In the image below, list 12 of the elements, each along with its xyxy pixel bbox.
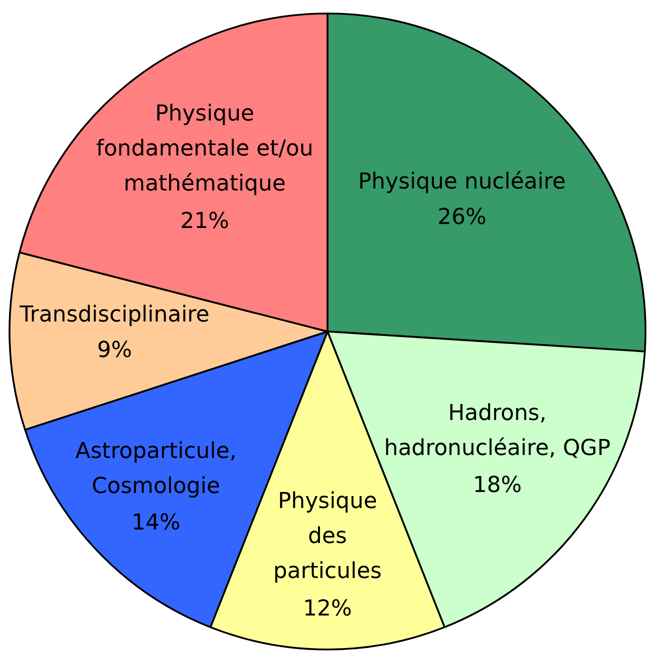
slice-label: Physique fondamentale et/ou mathématique [96, 102, 314, 196]
slice-label: Hadrons, hadronucléaire, QGP [384, 401, 610, 462]
data-label: 26% [438, 205, 486, 230]
data-label: 18% [472, 472, 522, 498]
slice-label: Astroparticule, Cosmologie [75, 438, 237, 499]
data-label: 9% [97, 338, 132, 364]
slice-label: Physique nucléaire [358, 169, 566, 194]
slice-label: Physique des particules [273, 488, 382, 584]
data-label: 14% [132, 510, 180, 536]
data-label: 21% [180, 209, 230, 234]
slice-label: Transdisciplinaire [18, 302, 210, 328]
data-label: 12% [303, 596, 352, 622]
